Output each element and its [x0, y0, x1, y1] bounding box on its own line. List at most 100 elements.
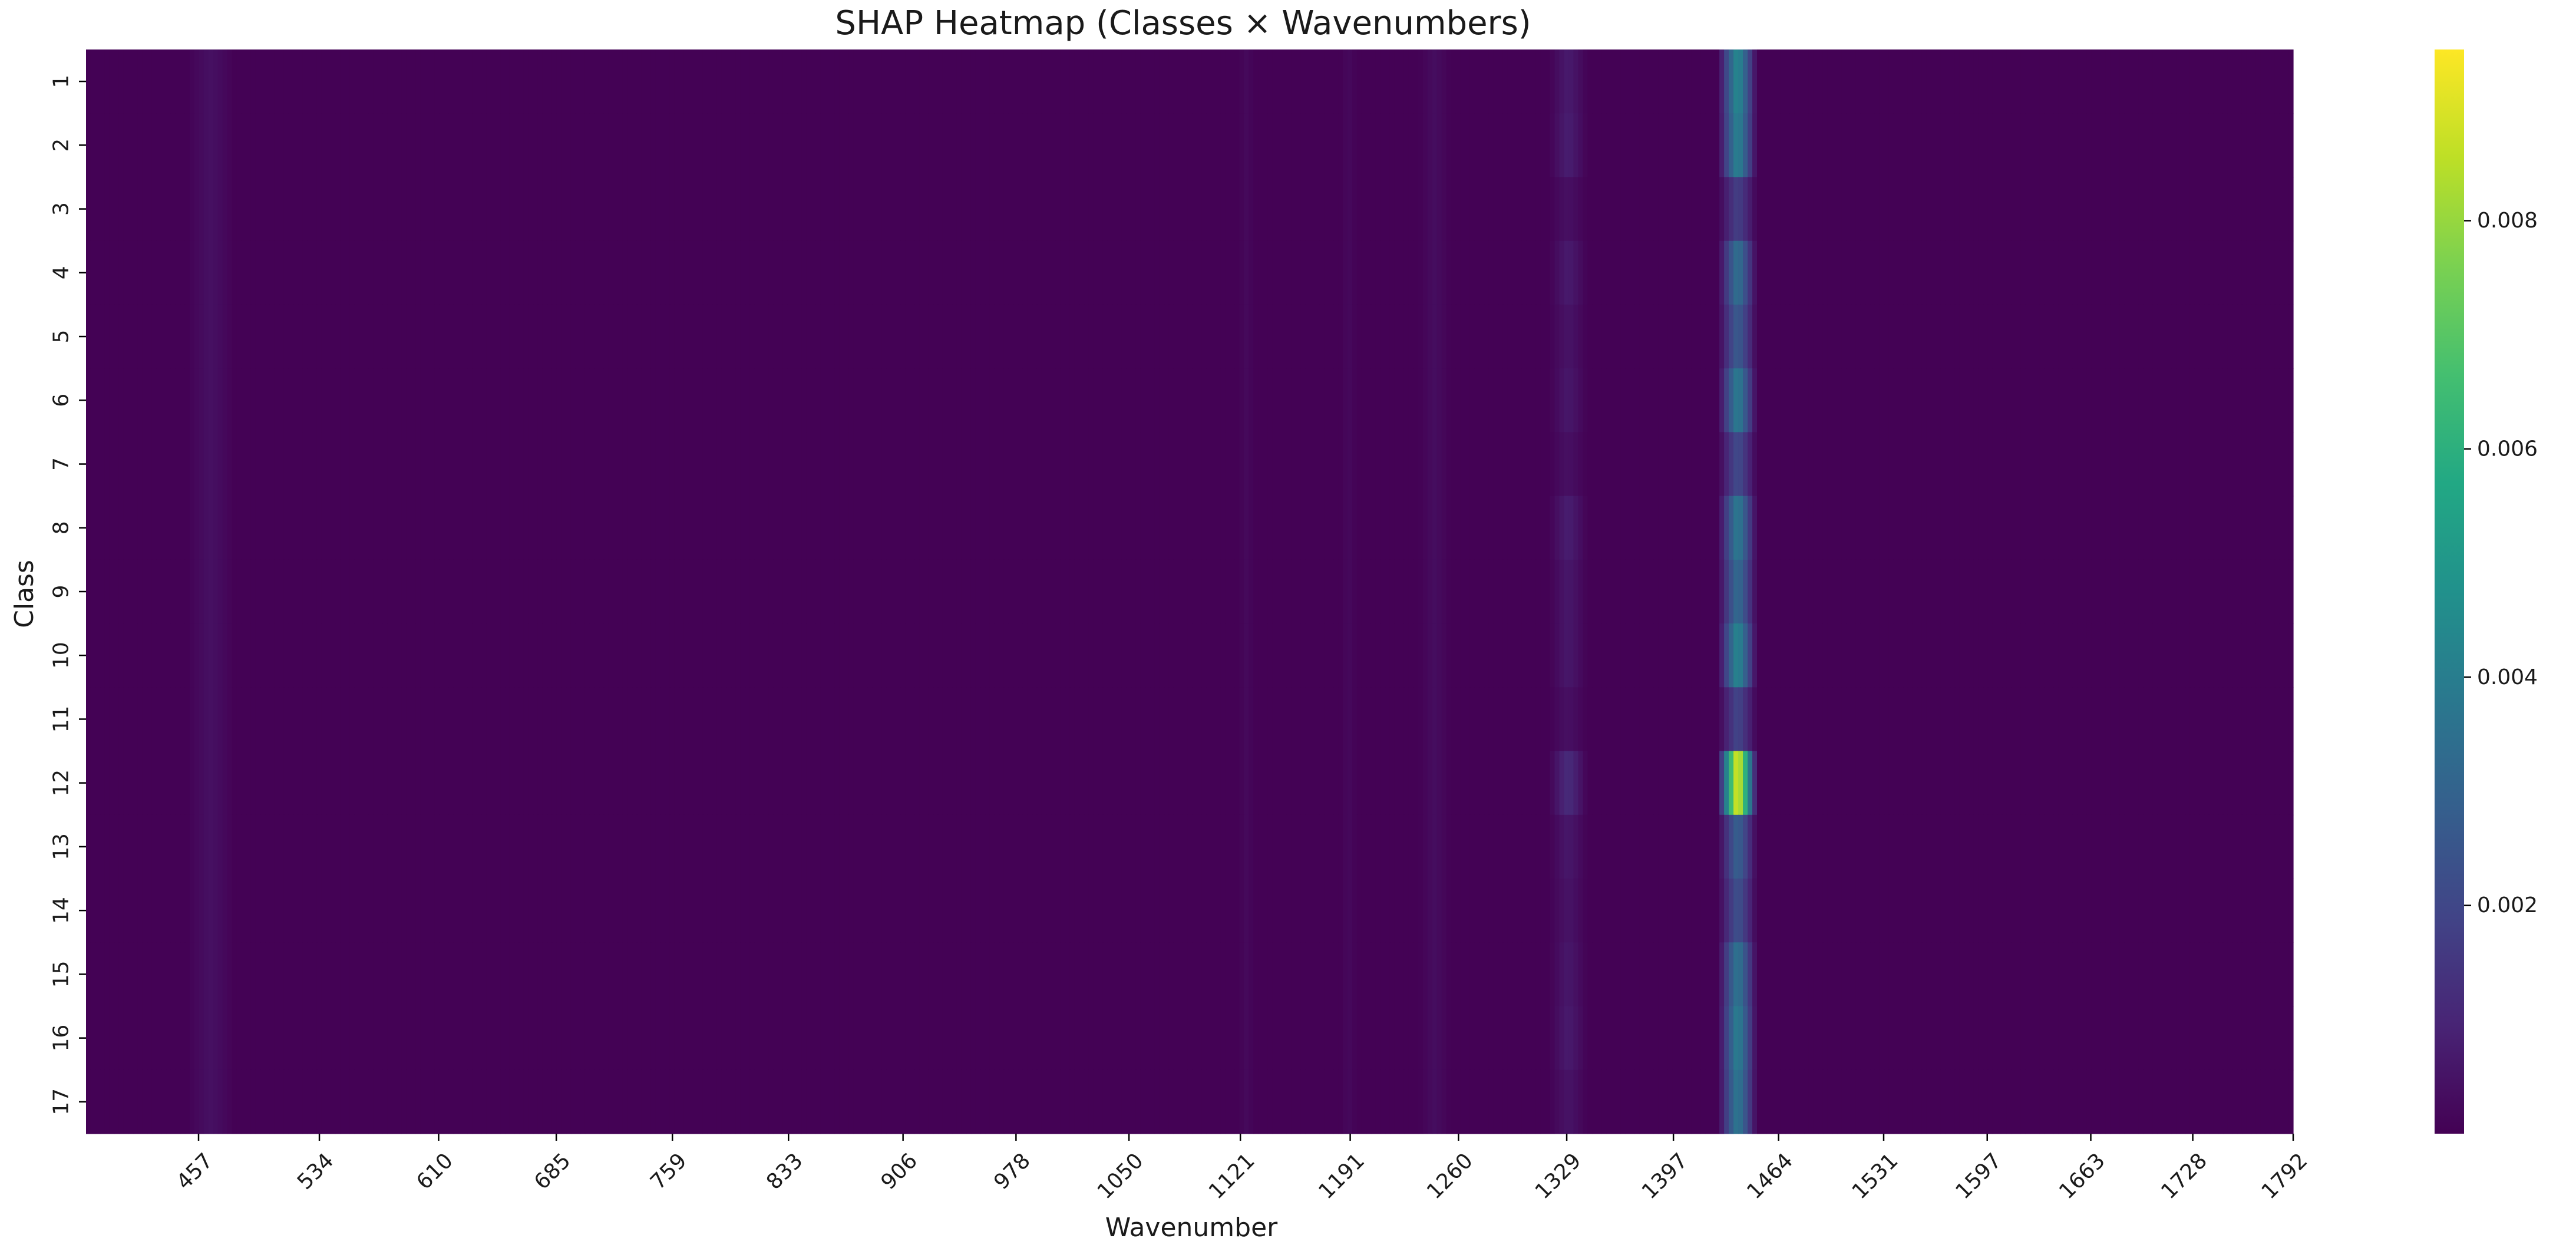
heatmap-cell — [1343, 623, 1348, 688]
heatmap-cell — [189, 113, 195, 178]
heatmap-cell — [731, 432, 737, 497]
heatmap-cell — [2025, 177, 2030, 242]
heatmap-cell — [778, 432, 783, 497]
heatmap-cell — [175, 496, 181, 560]
heatmap-cell — [1446, 559, 1452, 624]
heatmap-cell — [133, 304, 138, 369]
heatmap-cell — [1389, 304, 1395, 369]
heatmap-cell — [236, 49, 242, 114]
heatmap-cell — [387, 496, 392, 560]
heatmap-cell — [1408, 623, 1414, 688]
heatmap-cell — [1658, 432, 1663, 497]
heatmap-cell — [589, 623, 595, 688]
heatmap-cell — [2006, 496, 2012, 560]
heatmap-cell — [1239, 240, 1244, 305]
heatmap-cell — [2284, 496, 2290, 560]
heatmap-cell — [1936, 496, 1941, 560]
heatmap-cell — [1917, 623, 1923, 688]
heatmap-cell — [806, 368, 811, 433]
heatmap-cell — [1799, 304, 1805, 369]
heatmap-cell — [782, 687, 788, 752]
heatmap-cell — [279, 623, 285, 688]
heatmap-cell — [1356, 304, 1362, 369]
heatmap-cell — [2189, 432, 2195, 497]
heatmap-cell — [331, 496, 336, 560]
heatmap-cell — [1724, 368, 1729, 433]
heatmap-cell — [1625, 496, 1630, 560]
heatmap-cell — [886, 687, 891, 752]
heatmap-cell — [1620, 496, 1626, 560]
heatmap-cell — [1329, 177, 1334, 242]
heatmap-cell — [1597, 49, 1602, 114]
heatmap-cell — [458, 496, 463, 560]
heatmap-cell — [444, 687, 449, 752]
heatmap-cell — [364, 687, 369, 752]
heatmap-cell — [533, 240, 539, 305]
heatmap-cell — [891, 432, 896, 497]
heatmap-cell — [1375, 368, 1381, 433]
heatmap-cell — [815, 432, 821, 497]
heatmap-cell — [298, 623, 303, 688]
heatmap-cell — [477, 304, 482, 369]
heatmap-cell — [265, 368, 270, 433]
heatmap-cell — [1940, 177, 1946, 242]
heatmap-cell — [1164, 623, 1170, 688]
heatmap-cell — [434, 687, 440, 752]
heatmap-cell — [500, 687, 506, 752]
heatmap-cell — [444, 113, 449, 178]
heatmap-cell — [1521, 432, 1527, 497]
heatmap-cell — [1055, 240, 1061, 305]
heatmap-cell — [1898, 432, 1904, 497]
heatmap-cell — [1385, 432, 1391, 497]
heatmap-cell — [1587, 304, 1593, 369]
heatmap-cell — [1258, 304, 1263, 369]
heatmap-cell — [1535, 432, 1541, 497]
heatmap-cell — [123, 368, 129, 433]
heatmap-cell — [1888, 240, 1894, 305]
heatmap-cell — [1036, 623, 1042, 688]
heatmap-cell — [1441, 240, 1447, 305]
heatmap-cell — [1616, 368, 1621, 433]
heatmap-cell — [2204, 177, 2210, 242]
heatmap-cell — [683, 304, 689, 369]
heatmap-cell — [1432, 687, 1438, 752]
heatmap-cell — [1159, 177, 1165, 242]
heatmap-cell — [1860, 496, 1866, 560]
heatmap-cell — [1145, 177, 1151, 242]
heatmap-cell — [523, 368, 529, 433]
heatmap-cell — [1084, 49, 1089, 114]
heatmap-cell — [858, 496, 863, 560]
heatmap-cell — [2213, 177, 2219, 242]
heatmap-cell — [867, 113, 873, 178]
heatmap-cell — [716, 177, 722, 242]
heatmap-cell — [1343, 432, 1348, 497]
heatmap-cell — [1060, 240, 1066, 305]
heatmap-cell — [1121, 113, 1127, 178]
heatmap-cell — [246, 368, 252, 433]
heatmap-cell — [1710, 623, 1715, 688]
heatmap-cell — [834, 304, 840, 369]
heatmap-cell — [2222, 559, 2228, 624]
heatmap-cell — [1705, 368, 1710, 433]
heatmap-cell — [199, 496, 204, 560]
heatmap-cell — [792, 240, 797, 305]
heatmap-cell — [1145, 304, 1151, 369]
heatmap-cell — [721, 177, 727, 242]
heatmap-cell — [514, 177, 520, 242]
heatmap-cell — [222, 113, 228, 178]
heatmap-cell — [2044, 432, 2049, 497]
heatmap-cell — [2251, 177, 2257, 242]
heatmap-cell — [180, 559, 186, 624]
heatmap-cell — [269, 113, 275, 178]
heatmap-cell — [1427, 432, 1433, 497]
heatmap-cell — [170, 687, 176, 752]
heatmap-cell — [881, 559, 887, 624]
heatmap-cell — [1969, 49, 1974, 114]
heatmap-cell — [1399, 623, 1405, 688]
heatmap-cell — [1230, 623, 1235, 688]
heatmap-cell — [970, 368, 976, 433]
heatmap-cell — [1846, 304, 1852, 369]
heatmap-cell — [1267, 113, 1273, 178]
heatmap-cell — [2171, 240, 2177, 305]
heatmap-cell — [1653, 432, 1659, 497]
